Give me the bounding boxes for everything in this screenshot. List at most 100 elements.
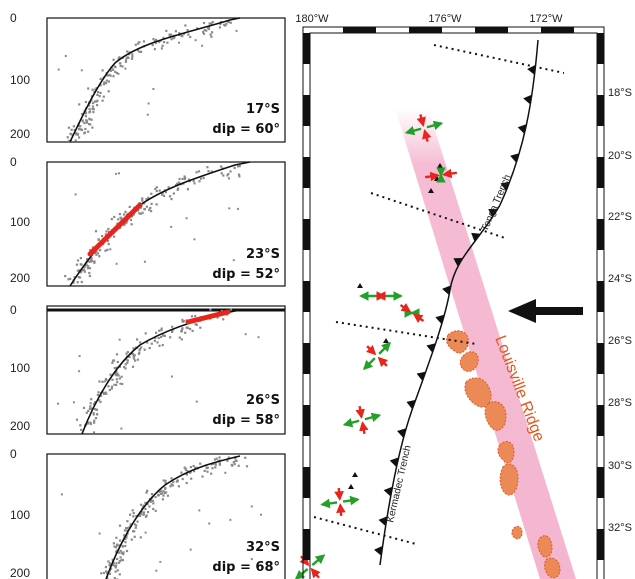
hypocenter-point: [109, 373, 112, 376]
hypocenter-point: [83, 266, 86, 269]
hypocenter-point: [177, 187, 180, 190]
hypocenter-point: [105, 570, 108, 573]
hypocenter-point: [130, 538, 133, 541]
hypocenter-point: [107, 385, 110, 388]
map-background: [303, 27, 604, 579]
hypocenter-point: [114, 566, 117, 569]
hypocenter-point: [86, 258, 89, 261]
hypocenter-point: [178, 177, 181, 181]
hypocenter-point: [176, 182, 179, 185]
hypocenter-point: [199, 177, 202, 180]
hypocenter-point: [116, 381, 119, 384]
hypocenter-point: [202, 176, 205, 180]
hypocenter-point: [73, 276, 76, 279]
hypocenter-point: [72, 281, 75, 284]
hypocenter-point: [238, 165, 241, 168]
hypocenter-point: [102, 83, 105, 86]
hypocenter-point: [84, 111, 87, 114]
hypocenter-point: [141, 199, 144, 202]
hypocenter-point: [124, 60, 127, 63]
frame-segment: [303, 95, 310, 126]
hypocenter-point: [111, 564, 114, 567]
profile-panel-26: 0 100 200 26°S dip = 58°: [10, 303, 286, 435]
hypocenter-point: [112, 562, 115, 565]
seamount: [464, 377, 492, 408]
tick-label-100: 100: [10, 361, 30, 375]
hypocenter-point: [120, 427, 123, 430]
hypocenter-point: [216, 316, 219, 319]
hypocenter-point: [124, 537, 127, 540]
frame-segment: [541, 27, 574, 33]
hypocenter-point: [99, 249, 102, 252]
hypocenter-point: [92, 403, 96, 406]
profile-panel-23: 0 100 200 23°S dip = 52°: [10, 155, 286, 287]
hypocenter-point: [115, 353, 119, 356]
hypocenter-point: [140, 510, 143, 514]
hypocenter-point: [66, 136, 69, 139]
hypocenter-point: [92, 431, 96, 434]
hypocenter-point: [78, 136, 81, 139]
hypocenter-point: [137, 42, 140, 45]
hypocenter-point: [128, 205, 131, 208]
hypocenter-point: [194, 39, 197, 42]
hypocenter-point: [145, 514, 148, 517]
extension-arrow: [364, 412, 382, 422]
hypocenter-point: [185, 481, 188, 485]
extension-arrow: [342, 418, 360, 428]
hypocenter-point: [211, 31, 214, 34]
hypocenter-point: [125, 352, 128, 355]
hypocenter-point: [78, 103, 81, 106]
hypocenter-point: [159, 560, 162, 563]
hypocenter-point: [235, 29, 238, 32]
hypocenter-point: [183, 175, 186, 178]
hypocenter-point: [120, 375, 123, 378]
hypocenter-point: [97, 238, 100, 241]
hypocenter-point: [101, 235, 104, 238]
hypocenter-point: [112, 542, 115, 545]
hypocenter-point: [93, 91, 96, 94]
hypocenter-point: [143, 260, 146, 263]
hypocenter-point: [125, 536, 128, 539]
compression-arrow: [442, 168, 458, 179]
hypocenter-point: [257, 336, 260, 339]
hypocenter-point: [161, 492, 164, 495]
hypocenter-point: [93, 421, 96, 424]
hypocenter-point: [108, 572, 112, 575]
frame-segment: [597, 281, 604, 312]
hypocenter-point: [145, 491, 148, 494]
hypocenter-point: [140, 503, 143, 506]
seamounts: [446, 330, 561, 579]
tick-label-100: 100: [10, 73, 30, 87]
hypocenter-point: [132, 354, 136, 357]
hypocenter-point: [126, 361, 129, 364]
hypocenter-point: [114, 546, 118, 549]
hypocenter-point: [237, 207, 239, 210]
hypocenter-point: [210, 22, 213, 25]
hypocenter-point: [158, 490, 161, 493]
hypocenter-point: [115, 172, 118, 175]
hypocenter-point: [131, 365, 135, 368]
hypocenter-point: [202, 21, 206, 25]
compression-arrow: [355, 406, 365, 419]
hypocenter-point: [76, 281, 79, 284]
hypocenter-point: [70, 128, 73, 131]
hypocenter-point: [104, 566, 107, 569]
hypocenter-point: [113, 383, 116, 386]
hypocenter-point: [180, 338, 183, 341]
hypocenter-point: [170, 483, 173, 486]
hypocenter-point: [88, 117, 91, 120]
dip-label: dip = 58°: [212, 413, 280, 428]
hypocenter-point: [227, 456, 230, 459]
hypocenter-point: [95, 250, 98, 253]
hypocenter-point: [190, 477, 193, 480]
hypocenter-point: [233, 463, 236, 466]
hypocenter-point: [81, 112, 84, 116]
hypocenter-point: [224, 471, 227, 474]
hypocenter-point: [101, 380, 104, 383]
frame-segment: [303, 405, 310, 436]
hypocenter-point: [91, 126, 94, 129]
hypocenter-point: [145, 205, 148, 208]
hypocenter-point: [126, 50, 129, 53]
hypocenter-point: [105, 392, 108, 395]
hypocenter-point: [227, 177, 231, 180]
